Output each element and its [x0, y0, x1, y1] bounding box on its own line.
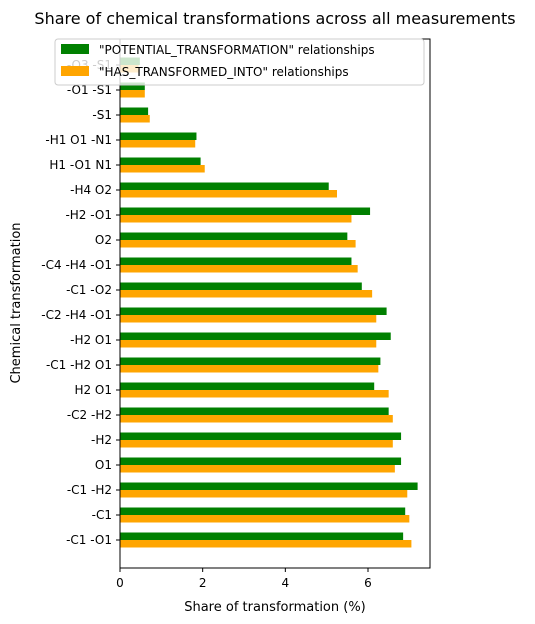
bar-potential	[120, 482, 418, 490]
bar-has-transformed	[120, 290, 373, 298]
y-tick-label: O1	[95, 458, 112, 472]
bar-has-transformed	[120, 90, 145, 98]
legend-swatch-potential	[61, 44, 89, 54]
y-tick-label: -C2 -H4 -O1	[41, 308, 112, 322]
bar-potential	[120, 532, 404, 540]
bar-has-transformed	[120, 440, 393, 448]
y-tick-label: -H4 O2	[70, 183, 112, 197]
x-tick-label: 4	[282, 576, 290, 590]
x-tick-label: 2	[199, 576, 207, 590]
bar-potential	[120, 207, 371, 215]
bar-has-transformed	[120, 140, 196, 148]
bar-potential	[120, 107, 149, 115]
bar-potential	[120, 407, 389, 415]
bar-potential	[120, 332, 391, 340]
y-tick-label: -C1	[92, 508, 112, 522]
y-tick-label: -H2 O1	[70, 333, 112, 347]
bar-has-transformed	[120, 340, 377, 348]
y-tick-label: -C1 -H2	[67, 483, 112, 497]
bar-has-transformed	[120, 540, 412, 548]
bar-potential	[120, 507, 406, 515]
y-tick-label: H2 O1	[74, 383, 112, 397]
bar-potential	[120, 282, 362, 290]
y-tick-label: H1 -O1 N1	[49, 158, 112, 172]
x-tick-label: 0	[116, 576, 124, 590]
legend-label-has-transformed: "HAS_TRANSFORMED_INTO" relationships	[99, 65, 349, 79]
y-tick-label: -C1 -H2 O1	[46, 358, 112, 372]
bar-has-transformed	[120, 315, 377, 323]
bar-potential	[120, 432, 402, 440]
y-tick-label: -S1	[92, 108, 112, 122]
bar-has-transformed	[120, 415, 393, 423]
y-tick-label: -H2 -O1	[65, 208, 112, 222]
bar-potential	[120, 257, 352, 265]
bar-has-transformed	[120, 490, 408, 498]
bar-potential	[120, 307, 387, 315]
bar-has-transformed	[120, 390, 389, 398]
bar-has-transformed	[120, 515, 410, 523]
y-tick-label: -C4 -H4 -O1	[41, 258, 112, 272]
y-axis-title: Chemical transformation	[9, 222, 24, 383]
bars-group	[120, 57, 418, 548]
bar-potential	[120, 82, 145, 90]
bar-has-transformed	[120, 190, 337, 198]
bar-has-transformed	[120, 465, 395, 473]
y-tick-label: -C2 -H2	[67, 408, 112, 422]
x-ticks-group: 0 2 4 6	[116, 568, 372, 590]
bar-has-transformed	[120, 165, 205, 173]
y-tick-label: O2	[95, 233, 112, 247]
bar-potential	[120, 182, 329, 190]
y-tick-label: -H1 O1 -N1	[45, 133, 112, 147]
legend-box	[54, 38, 425, 86]
legend: "POTENTIAL_TRANSFORMATION" relationships…	[54, 38, 425, 86]
bar-potential	[120, 357, 381, 365]
bar-potential	[120, 157, 201, 165]
bar-has-transformed	[120, 240, 356, 248]
bar-potential	[120, 457, 402, 465]
legend-swatch-has-transformed	[61, 66, 89, 76]
x-axis-title: Share of transformation (%)	[184, 600, 366, 615]
bar-has-transformed	[120, 265, 358, 273]
y-tick-label: -O1 -S1	[67, 83, 112, 97]
y-tick-label: -H2	[91, 433, 112, 447]
bar-has-transformed	[120, 365, 379, 373]
bar-has-transformed	[120, 115, 150, 123]
bar-potential	[120, 232, 348, 240]
y-tick-label: -C1 -O1	[66, 533, 112, 547]
chart-title: Share of chemical transformations across…	[34, 9, 515, 28]
x-tick-label: 6	[364, 576, 372, 590]
bar-potential	[120, 132, 197, 140]
y-tick-label: -C1 -O2	[66, 283, 112, 297]
legend-label-potential: "POTENTIAL_TRANSFORMATION" relationships	[99, 43, 375, 57]
bar-has-transformed	[120, 215, 352, 223]
bar-potential	[120, 382, 375, 390]
